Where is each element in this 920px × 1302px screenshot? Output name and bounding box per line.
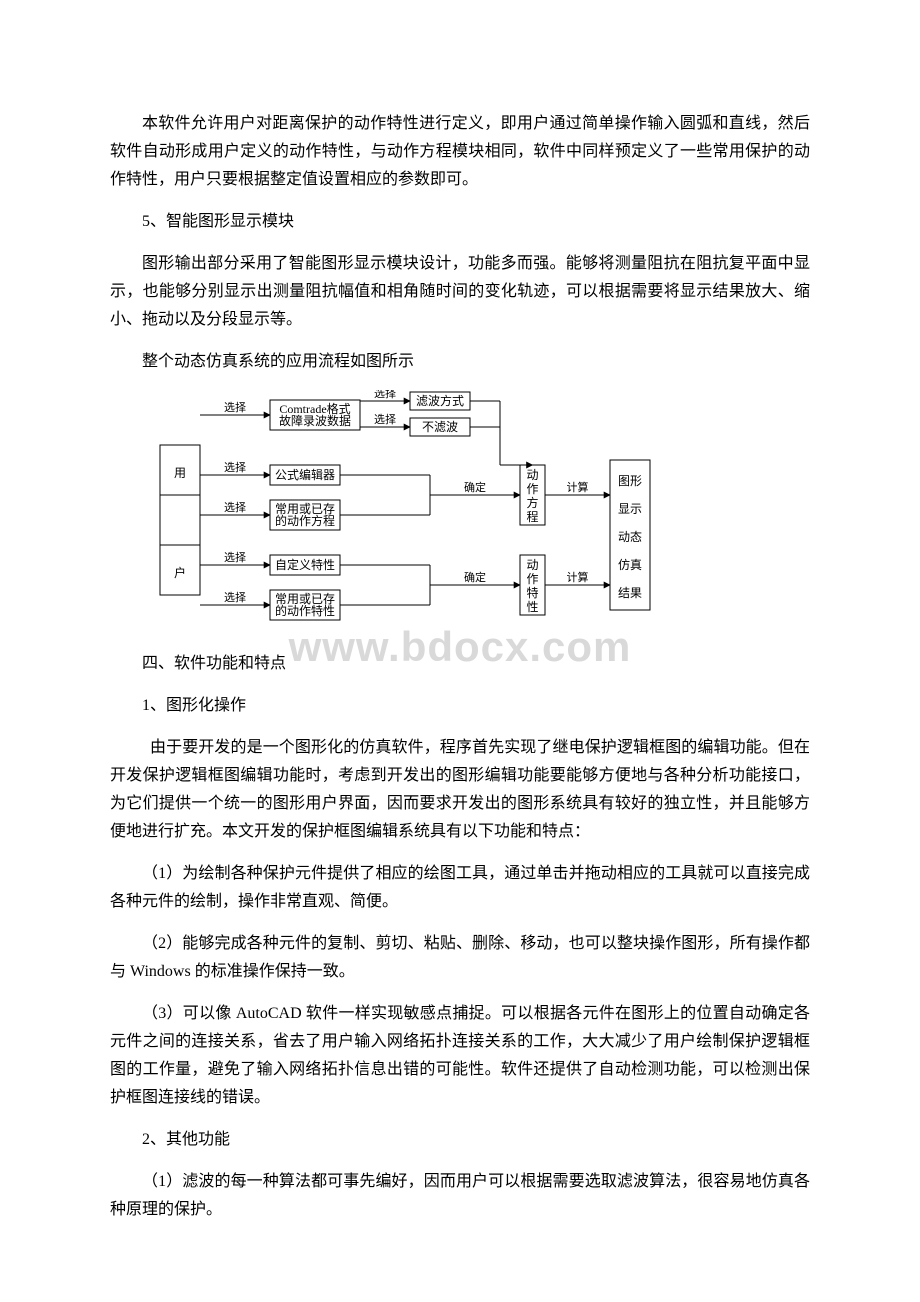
heading-4-1: 1、图形化操作 <box>110 692 810 720</box>
paragraph-intro: 本软件允许用户对距离保护的动作特性进行定义，即用户通过简单操作输入圆弧和直线，然… <box>110 110 810 194</box>
svg-text:图形: 图形 <box>618 474 642 488</box>
paragraph-4-1-item2: （2）能够完成各种元件的复制、剪切、粘贴、删除、移动，也可以整块操作图形，所有操… <box>110 930 810 986</box>
svg-text:选择: 选择 <box>224 460 246 474</box>
svg-text:计算: 计算 <box>567 570 589 584</box>
svg-text:方: 方 <box>526 495 538 510</box>
svg-text:不滤波: 不滤波 <box>422 420 458 434</box>
svg-text:选择: 选择 <box>224 590 246 604</box>
svg-text:选择: 选择 <box>224 550 246 564</box>
svg-text:选择: 选择 <box>374 412 396 426</box>
svg-text:程: 程 <box>526 509 538 524</box>
svg-text:性: 性 <box>526 600 538 614</box>
svg-text:动态: 动态 <box>618 530 642 544</box>
svg-text:用: 用 <box>174 466 186 480</box>
svg-text:仿真: 仿真 <box>618 558 642 572</box>
flowchart-diagram: 用户Comtrade格式故障录波数据滤波方式不滤波公式编辑器常用或已存的动作方程… <box>150 390 810 650</box>
svg-text:户: 户 <box>174 565 186 580</box>
svg-text:选择: 选择 <box>224 500 246 514</box>
svg-text:特: 特 <box>526 585 538 600</box>
paragraph-module-5: 图形输出部分采用了智能图形显示模块设计，功能多而强。能够将测量阻抗在阻抗复平面中… <box>110 250 810 334</box>
svg-text:计算: 计算 <box>567 480 589 494</box>
paragraph-flow-caption: 整个动态仿真系统的应用流程如图所示 <box>110 348 810 376</box>
paragraph-4-2-item1: （1）滤波的每一种算法都可事先编好，因而用户可以根据需要选取滤波算法，很容易地仿… <box>110 1168 810 1224</box>
svg-text:选择: 选择 <box>374 390 396 400</box>
svg-text:确定: 确定 <box>464 570 486 584</box>
svg-text:故障录波数据: 故障录波数据 <box>279 413 351 428</box>
svg-text:滤波方式: 滤波方式 <box>416 393 464 408</box>
svg-text:的动作方程: 的动作方程 <box>275 513 335 528</box>
svg-text:公式编辑器: 公式编辑器 <box>275 467 335 482</box>
svg-text:动: 动 <box>526 468 538 482</box>
svg-text:显示: 显示 <box>618 502 642 516</box>
svg-text:自定义特性: 自定义特性 <box>275 557 335 572</box>
svg-text:确定: 确定 <box>464 480 486 494</box>
svg-text:的动作特性: 的动作特性 <box>275 603 335 618</box>
heading-4-2: 2、其他功能 <box>110 1126 810 1154</box>
paragraph-4-1-intro: 由于要开发的是一个图形化的仿真软件，程序首先实现了继电保护逻辑框图的编辑功能。但… <box>110 734 810 846</box>
paragraph-4-1-item1: （1）为绘制各种保护元件提供了相应的绘图工具，通过单击并拖动相应的工具就可以直接… <box>110 860 810 916</box>
svg-text:结果: 结果 <box>618 586 642 600</box>
svg-text:作: 作 <box>526 572 538 586</box>
svg-text:作: 作 <box>526 482 538 496</box>
heading-section-4: 四、软件功能和特点 <box>110 650 810 678</box>
heading-module-5: 5、智能图形显示模块 <box>110 208 810 236</box>
svg-text:选择: 选择 <box>224 400 246 414</box>
svg-text:动: 动 <box>526 558 538 572</box>
paragraph-4-1-item3: （3）可以像 AutoCAD 软件一样实现敏感点捕捉。可以根据各元件在图形上的位… <box>110 1000 810 1112</box>
